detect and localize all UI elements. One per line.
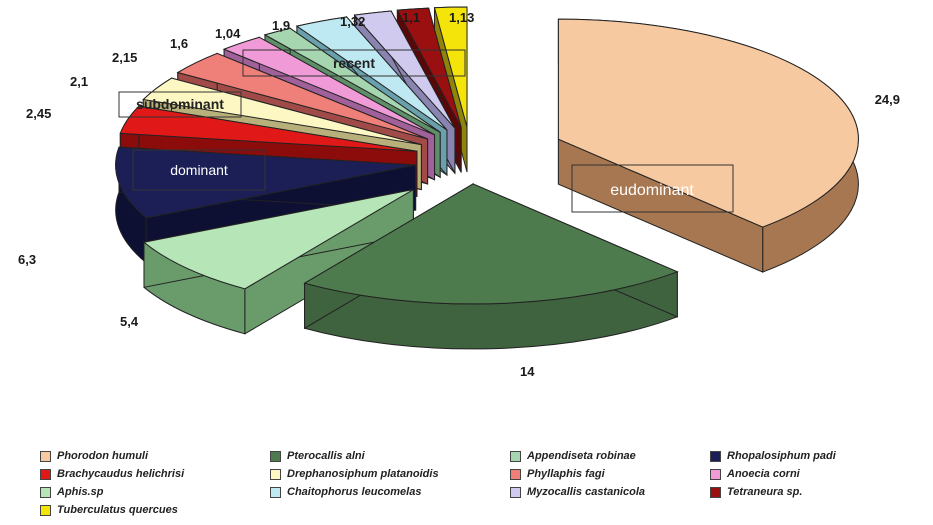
legend-label: Rhopalosiphum padi <box>727 450 836 462</box>
legend-item: Tetraneura sp. <box>710 484 802 500</box>
group-label-dominant-text: dominant <box>170 162 228 178</box>
legend-label: Brachycaudus helichrisi <box>57 468 185 480</box>
legend-item: Tuberculatus quercues <box>40 502 178 518</box>
legend-swatch <box>510 486 521 498</box>
legend-item: Chaitophorus leucomelas <box>270 484 421 500</box>
legend-item: Anoecia corni <box>710 466 800 482</box>
legend-swatch <box>710 486 721 498</box>
pie-slice-aphis-sp <box>142 188 414 335</box>
data-label: 2,1 <box>70 74 88 89</box>
legend-swatch <box>40 450 51 462</box>
legend-label: Appendiseta robinae <box>527 450 636 462</box>
legend-item: Drephanosiphum platanoidis <box>270 466 439 482</box>
data-label: 1,32 <box>340 14 365 29</box>
legend-label: Pterocallis alni <box>287 450 365 462</box>
data-label: 2,15 <box>112 50 137 65</box>
data-label: 2,45 <box>26 106 51 121</box>
data-label: 1,1 <box>402 10 420 25</box>
legend-item: Aphis.sp <box>40 484 103 500</box>
legend-label: Anoecia corni <box>727 468 800 480</box>
data-label: 1,9 <box>272 18 290 33</box>
legend-swatch <box>40 486 51 498</box>
group-label-subdominant-text: subdominant <box>136 96 224 112</box>
legend-label: Chaitophorus leucomelas <box>287 486 422 498</box>
group-labels: eudominant dominant subdominant recent <box>118 49 734 213</box>
data-label: 1,04 <box>215 26 241 41</box>
data-labels: 24,9 14 5,4 6,3 2,45 2,1 2,15 1,6 1,04 1,9 1,32 1,1… <box>18 10 900 379</box>
data-label: 1,13 <box>449 10 474 25</box>
group-label-eudominant: eudominant <box>571 164 734 213</box>
legend-label: Tetraneura sp. <box>727 486 803 498</box>
legend-label: Myzocallis castanicola <box>527 486 645 498</box>
pie-slices <box>115 6 859 350</box>
legend-swatch <box>710 450 721 462</box>
data-label: 5,4 <box>120 314 139 329</box>
legend-label: Drephanosiphum platanoidis <box>287 468 439 480</box>
legend-item: Brachycaudus helichrisi <box>40 466 184 482</box>
legend-label: Aphis.sp <box>57 486 104 498</box>
legend-item: Pterocallis alni <box>270 448 365 464</box>
legend-label: Phyllaphis fagi <box>527 468 605 480</box>
group-label-subdominant: subdominant <box>118 91 242 118</box>
legend-item: Appendiseta robinae <box>510 448 636 464</box>
legend-label: Tuberculatus quercues <box>57 504 178 516</box>
legend-item: Myzocallis castanicola <box>510 484 645 500</box>
legend-swatch <box>40 468 51 480</box>
legend-swatch <box>510 468 521 480</box>
group-label-dominant: dominant <box>132 149 266 191</box>
legend-swatch <box>510 450 521 462</box>
group-label-recent: recent <box>242 49 466 77</box>
group-label-eudominant-text: eudominant <box>610 182 694 199</box>
legend-label: Phorodon humuli <box>57 450 149 462</box>
pie-slice-phorodon-humuli <box>557 18 859 273</box>
data-label: 14 <box>520 364 535 379</box>
legend-swatch <box>270 450 281 462</box>
legend-swatch <box>710 468 721 480</box>
legend-item: Rhopalosiphum padi <box>710 448 836 464</box>
legend-item: Phyllaphis fagi <box>510 466 605 482</box>
data-label: 1,6 <box>170 36 188 51</box>
legend-item: Phorodon humuli <box>40 448 148 464</box>
group-label-recent-text: recent <box>333 55 375 71</box>
legend-swatch <box>270 486 281 498</box>
legend-swatch <box>40 504 51 516</box>
data-label: 6,3 <box>18 252 36 267</box>
data-label: 24,9 <box>875 92 900 107</box>
pie-slice-pterocallis-alni <box>303 183 679 350</box>
legend-swatch <box>270 468 281 480</box>
